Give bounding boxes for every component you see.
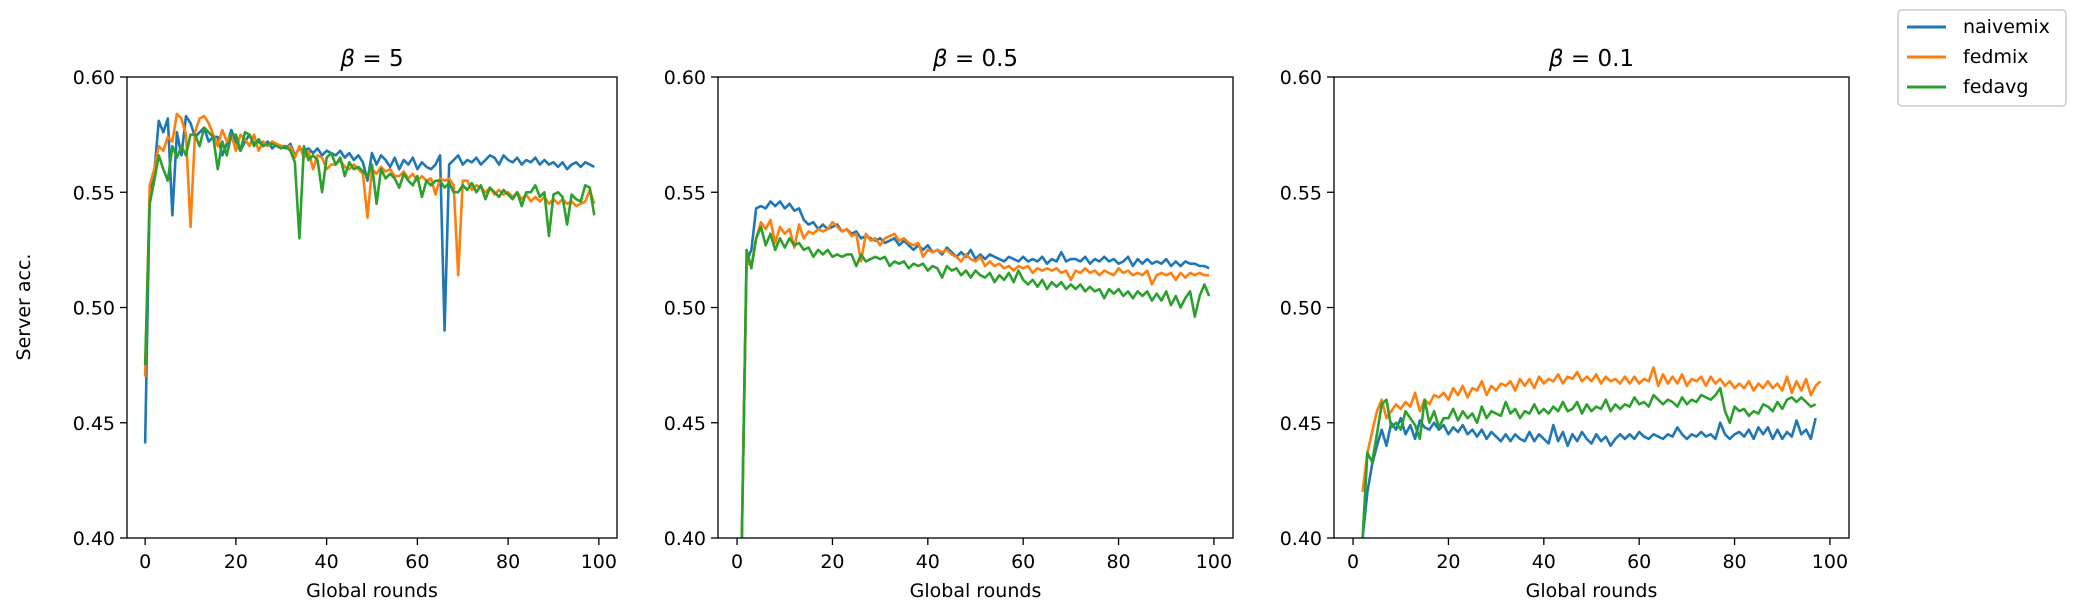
y-tick-label: 0.60 xyxy=(664,67,706,89)
panel-2: 0 20 40 60 80 100 0.40 0.45 0.50 0.55 0.60 Global r… xyxy=(664,46,1234,602)
title-beta-value: = 0.5 xyxy=(948,46,1018,72)
y-tick-label: 0.55 xyxy=(73,182,115,204)
panel-title: β = 0.5 xyxy=(932,46,1018,72)
y-tick-label: 0.55 xyxy=(1280,182,1322,204)
title-beta-value: = 5 xyxy=(355,46,404,72)
x-tick-label: 40 xyxy=(1532,551,1556,573)
panel-1: 0 20 40 60 80 100 0.40 0.45 0.50 0.55 0.60 Global r… xyxy=(73,46,618,602)
y-tick-label: 0.45 xyxy=(1280,413,1322,435)
series-line-fedavg xyxy=(143,126,596,366)
series-line-fedavg xyxy=(740,225,1211,538)
x-tick-label: 100 xyxy=(1196,551,1232,573)
y-tick-label: 0.50 xyxy=(664,298,706,320)
title-beta-symbol: β xyxy=(1548,46,1564,72)
legend-frame xyxy=(1897,9,2067,107)
panels: 0 20 40 60 80 100 0.40 0.45 0.50 0.55 0.60 Global r… xyxy=(73,46,1850,602)
x-tick-label: 20 xyxy=(224,551,248,573)
x-tick-label: 40 xyxy=(315,551,339,573)
x-tick-label: 0 xyxy=(139,551,151,573)
x-tick-label: 100 xyxy=(581,551,617,573)
y-tick-label: 0.45 xyxy=(664,413,706,435)
series-line-naivemix xyxy=(1361,416,1817,538)
x-tick-label: 40 xyxy=(916,551,940,573)
x-tick-label: 80 xyxy=(1722,551,1746,573)
y-tick-label: 0.50 xyxy=(1280,298,1322,320)
panel-title: β = 0.1 xyxy=(1548,46,1634,72)
series-line-fedmix xyxy=(740,218,1210,538)
x-tick-label: 20 xyxy=(1436,551,1460,573)
y-tick-label: 0.60 xyxy=(1280,67,1322,89)
y-tick-label: 0.60 xyxy=(73,67,115,89)
x-axis-label: Global rounds xyxy=(1526,580,1658,602)
y-tick-label: 0.40 xyxy=(1280,528,1322,550)
y-tick-label: 0.45 xyxy=(73,413,115,435)
x-tick-label: 100 xyxy=(1812,551,1848,573)
y-tick-label: 0.55 xyxy=(664,182,706,204)
title-beta-symbol: β xyxy=(339,46,355,72)
legend-label-fedmix: fedmix xyxy=(1963,46,2028,68)
x-tick-label: 80 xyxy=(496,551,520,573)
legend-label-fedavg: fedavg xyxy=(1963,76,2028,98)
series-line-naivemix xyxy=(143,114,595,444)
x-tick-label: 60 xyxy=(1011,551,1035,573)
x-tick-label: 0 xyxy=(1347,551,1359,573)
axes-frame xyxy=(1333,76,1850,539)
axes-frame xyxy=(717,76,1234,539)
title-beta-symbol: β xyxy=(932,46,948,72)
x-axis-label: Global rounds xyxy=(306,580,438,602)
legend: naivemix fedmix fedavg xyxy=(1897,9,2067,107)
x-tick-label: 60 xyxy=(405,551,429,573)
x-tick-label: 20 xyxy=(820,551,844,573)
y-tick-label: 0.40 xyxy=(664,528,706,550)
x-tick-label: 60 xyxy=(1627,551,1651,573)
series-line-fedavg xyxy=(1361,386,1817,538)
x-tick-label: 80 xyxy=(1106,551,1130,573)
y-tick-label: 0.50 xyxy=(73,298,115,320)
panel-title: β = 5 xyxy=(339,46,403,72)
y-axis-label: Server acc. xyxy=(13,254,35,361)
title-beta-value: = 0.1 xyxy=(1564,46,1634,72)
y-tick-label: 0.40 xyxy=(73,528,115,550)
legend-label-naivemix: naivemix xyxy=(1963,16,2050,38)
x-tick-label: 0 xyxy=(731,551,743,573)
series-line-naivemix xyxy=(740,200,1210,538)
panel-3: 0 20 40 60 80 100 0.40 0.45 0.50 0.55 0.60 Global r… xyxy=(1280,46,1850,602)
x-axis-label: Global rounds xyxy=(910,580,1042,602)
series-line-fedmix xyxy=(1361,366,1822,493)
series-line-fedmix xyxy=(143,112,596,377)
